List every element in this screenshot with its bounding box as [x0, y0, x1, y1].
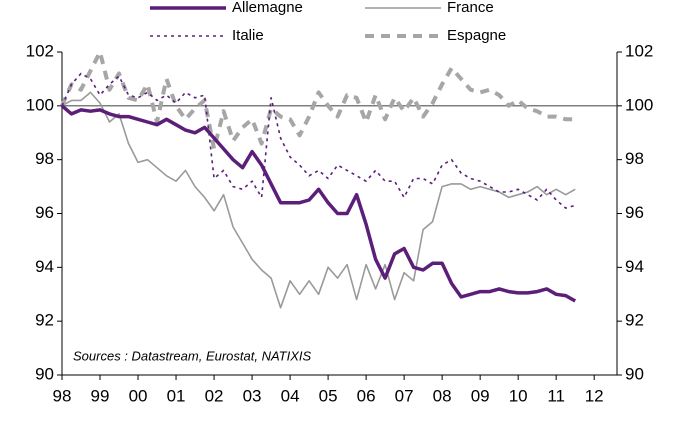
y2-tick-label: 94: [625, 257, 644, 276]
series-line: [61, 91, 576, 309]
x-tick-label: 98: [53, 386, 72, 405]
x-tick-label: 01: [167, 386, 186, 405]
x-tick-label: 12: [585, 386, 604, 405]
legend-label: Allemagne: [232, 0, 303, 16]
x-tick-label: 03: [243, 386, 262, 405]
x-tick-label: 02: [205, 386, 224, 405]
y-tick-label: 96: [35, 203, 54, 222]
y-tick-label: 90: [35, 364, 54, 383]
series-line: [60, 104, 577, 303]
legend-label: France: [447, 0, 494, 16]
series-line: [60, 50, 576, 151]
y2-tick-label: 98: [625, 149, 644, 168]
legend-label: Italie: [232, 27, 264, 44]
y-tick-label: 100: [26, 95, 54, 114]
y2-tick-label: 92: [625, 311, 644, 330]
x-tick-label: 10: [509, 386, 528, 405]
x-tick-label: 06: [357, 386, 376, 405]
y-tick-label: 102: [26, 41, 54, 60]
x-tick-label: 08: [433, 386, 452, 405]
x-tick-label: 07: [395, 386, 414, 405]
x-tick-label: 05: [319, 386, 338, 405]
y-tick-label: 98: [35, 149, 54, 168]
y2-tick-label: 96: [625, 203, 644, 222]
annotation: Sources : Datastream, Eurostat, NATIXIS: [73, 348, 312, 363]
y2-tick-label: 102: [625, 41, 653, 60]
y-tick-label: 92: [35, 311, 54, 330]
legend-label: Espagne: [447, 27, 506, 44]
x-tick-label: 09: [471, 386, 490, 405]
y2-tick-label: 90: [625, 364, 644, 383]
x-tick-label: 00: [129, 386, 148, 405]
y-tick-label: 94: [35, 257, 54, 276]
y2-tick-label: 100: [625, 95, 653, 114]
x-tick-label: 11: [547, 386, 565, 405]
x-tick-label: 04: [281, 386, 300, 405]
x-tick-label: 99: [91, 386, 110, 405]
